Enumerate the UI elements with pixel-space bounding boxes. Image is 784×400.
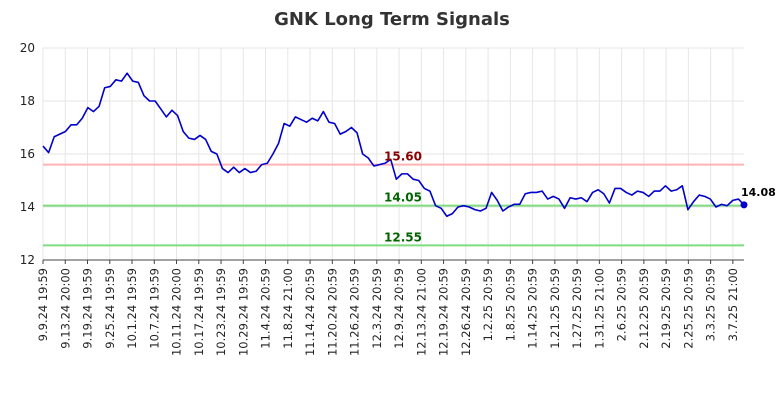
x-tick-label: 3.7.25 21:00 (726, 268, 740, 341)
last-value-label: 14.08 (741, 186, 776, 199)
x-tick-label: 12.13.24 21:00 (414, 268, 428, 356)
axes: 12 14 16 18 20 9.9.24 19:59 9.13.24 20:00 9.19.… (20, 41, 744, 356)
x-tick-label: 1.14.25 20:59 (526, 268, 540, 349)
x-tick-label: 11.20.24 20:59 (325, 268, 339, 356)
y-tick-label: 14 (20, 200, 35, 214)
x-tick-label: 10.23.24 19:59 (214, 268, 228, 356)
x-tick-label: 11.26.24 20:59 (348, 268, 362, 356)
y-tick-label: 16 (20, 147, 35, 161)
x-tick-label: 1.27.25 20:59 (570, 268, 584, 349)
y-tick-label: 20 (20, 41, 35, 55)
reference-line-label: 12.55 (384, 230, 422, 244)
reference-lines (43, 163, 744, 247)
x-tick-label: 10.11.24 20:00 (170, 268, 184, 356)
x-tick-label: 10.17.24 19:59 (192, 268, 206, 356)
x-tick-label: 10.29.24 19:59 (236, 268, 250, 356)
x-tick-label: 12.9.24 20:59 (392, 268, 406, 349)
x-tick-label: 1.8.25 20:59 (503, 268, 517, 341)
x-tick-label: 2.19.25 20:59 (659, 268, 673, 349)
x-tick-label: 9.13.24 20:00 (58, 268, 72, 349)
grid-lines (42, 47, 744, 261)
x-tick-label: 1.31.25 21:00 (592, 268, 606, 349)
x-tick-label: 12.26.24 20:59 (459, 268, 473, 356)
last-value-marker (740, 201, 748, 209)
x-tick-label: 11.14.24 20:59 (303, 268, 317, 356)
y-tick-label: 12 (20, 253, 35, 267)
x-tick-label: 1.21.25 20:59 (548, 268, 562, 349)
reference-labels: 15.60 14.05 12.55 (384, 150, 422, 245)
x-tick-label: 10.7.24 19:59 (147, 268, 161, 349)
series-layer: 14.08 (42, 72, 776, 218)
series-line (42, 72, 745, 218)
reference-line-label: 14.05 (384, 191, 422, 205)
x-tick-label: 10.1.24 19:59 (125, 268, 139, 349)
chart-title: GNK Long Term Signals (274, 9, 510, 30)
x-tick-label: 3.3.25 20:59 (704, 268, 718, 341)
x-tick-label: 2.12.25 20:59 (637, 268, 651, 349)
x-tick-label: 9.25.24 19:59 (103, 268, 117, 349)
x-tick-label: 2.6.25 20:59 (615, 268, 629, 341)
reference-line-label: 15.60 (384, 150, 422, 164)
y-tick-label: 18 (20, 94, 35, 108)
x-tick-label: 9.19.24 19:59 (81, 268, 95, 349)
x-tick-label: 2.25.25 20:59 (681, 268, 695, 349)
x-tick-label: 11.4.24 20:59 (259, 268, 273, 349)
x-tick-label: 9.9.24 19:59 (36, 268, 50, 341)
x-tick-label: 12.19.24 20:59 (437, 268, 451, 356)
x-tick-label: 11.8.24 21:00 (281, 268, 295, 349)
x-tick-label: 12.3.24 20:59 (370, 268, 384, 349)
x-tick-label: 1.2.25 20:59 (481, 268, 495, 341)
